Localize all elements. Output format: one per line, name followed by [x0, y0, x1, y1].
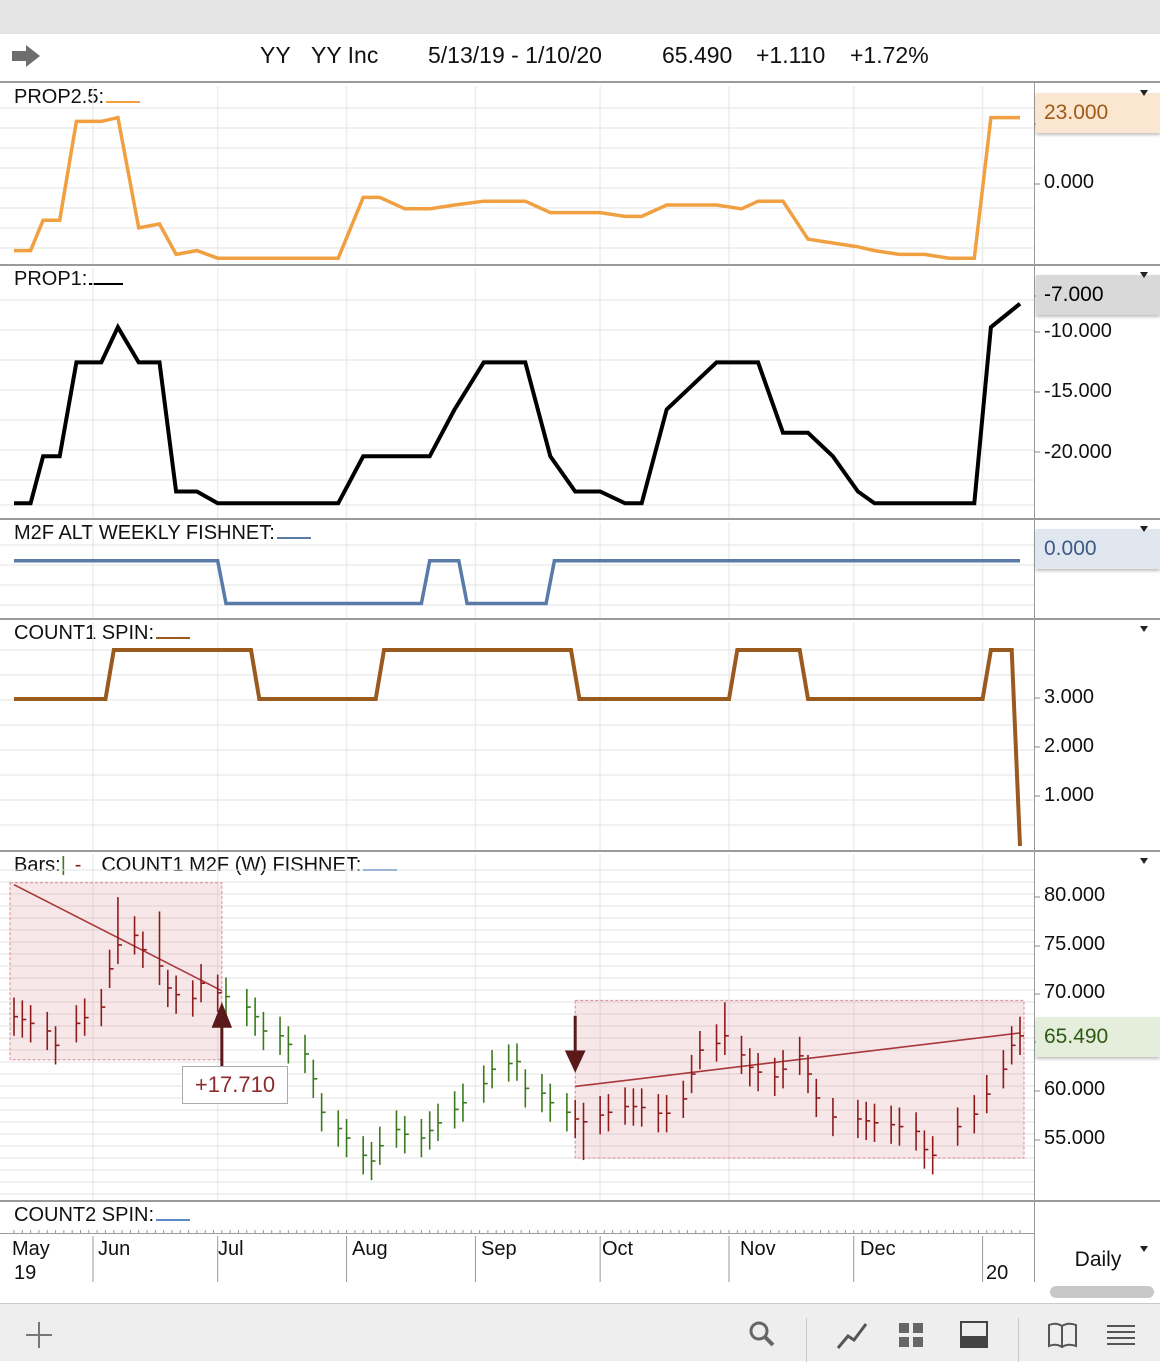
prop1-tick: -10.000 [1044, 320, 1112, 342]
period-selector[interactable]: Daily [1074, 1248, 1122, 1271]
grid-icon[interactable] [896, 1318, 930, 1352]
header-change: +1.110 [756, 42, 826, 68]
pane-menu-icon[interactable] [1140, 858, 1148, 864]
book-icon[interactable] [1046, 1318, 1080, 1352]
pane-prop1[interactable]: PROP1: [0, 266, 1160, 520]
prop25-last-value: 23.000 [1036, 93, 1160, 133]
sell-signal-arrow-icon [564, 1015, 586, 1073]
month-label: Jul [218, 1238, 244, 1260]
price-last-value: 65.490 [1036, 1017, 1160, 1057]
year-label: 20 [986, 1262, 1009, 1284]
list-icon[interactable] [1104, 1318, 1138, 1352]
month-label: Jun [98, 1238, 131, 1260]
m2f-alt-last-value: 0.000 [1036, 529, 1160, 569]
time-axis: May Jun Jul Aug Sep Oct Nov Dec 19 20 [0, 1233, 1034, 1284]
prop1-tick: -15.000 [1044, 380, 1112, 402]
move-annotation: +17.710 [182, 1066, 288, 1104]
pane-menu-icon[interactable] [1140, 526, 1148, 532]
chart-header: YY YY Inc 5/13/19 - 1/10/20 65.490 +1.11… [0, 34, 1160, 83]
pane-count2-spin[interactable]: COUNT2 SPIN: [0, 1202, 1160, 1232]
chart-line-icon[interactable] [836, 1318, 870, 1352]
price-tick: 60.000 [1044, 1078, 1106, 1100]
month-label: Aug [352, 1238, 388, 1260]
pane-prop25-label: PROP2.5: [14, 86, 141, 109]
arrow-right-icon[interactable] [10, 42, 44, 70]
prop1-last-value: -7.000 [1036, 275, 1160, 315]
pane-count2-spin-label: COUNT2 SPIN: [14, 1204, 191, 1227]
count1-spin-line [14, 648, 1022, 847]
pane-count1-spin[interactable]: COUNT1 SPIN: [0, 620, 1160, 852]
header-company: YY Inc [311, 42, 379, 68]
pane-price[interactable]: Bars:| - COUNT1 M2F (W) FISHNET: [0, 852, 1160, 1202]
fishnet-box [574, 999, 1025, 1159]
pane-m2f-alt-label: M2F ALT WEEKLY FISHNET: [14, 522, 311, 545]
year-label: 19 [14, 1262, 37, 1284]
horizontal-scrollbar[interactable] [1050, 1286, 1154, 1298]
pane-count1-spin-label: COUNT1 SPIN: [14, 622, 191, 645]
header-date-range: 5/13/19 - 1/10/20 [428, 42, 602, 68]
pane-menu-icon[interactable] [1140, 626, 1148, 632]
price-axis-separator [1034, 82, 1035, 1282]
panel-icon[interactable] [958, 1318, 992, 1352]
month-label: May [12, 1238, 50, 1260]
fishnet-box [9, 882, 223, 1061]
header-last-price: 65.490 [662, 42, 733, 68]
search-icon[interactable] [746, 1318, 780, 1352]
pane-prop1-label: PROP1: [14, 268, 124, 291]
price-tick: 80.000 [1044, 884, 1106, 906]
count1-spin-tick: 3.000 [1044, 686, 1095, 708]
toolbar-divider [1018, 1318, 1019, 1362]
month-label: Dec [860, 1238, 896, 1260]
prop25-line [14, 115, 1020, 260]
trend-line [575, 1032, 1021, 1088]
month-label: Sep [481, 1238, 517, 1260]
pane-menu-icon[interactable] [1140, 272, 1148, 278]
count1-spin-tick: 1.000 [1044, 784, 1095, 806]
pane-m2f-alt[interactable]: M2F ALT WEEKLY FISHNET: [0, 520, 1160, 620]
pane-menu-icon[interactable] [1140, 90, 1148, 96]
prop25-tick: 0.000 [1044, 171, 1095, 193]
toolbar-divider [806, 1318, 807, 1362]
month-label: Oct [602, 1238, 634, 1260]
header-change-pct: +1.72% [850, 42, 929, 68]
pane-prop25[interactable]: PROP2.5: [0, 84, 1160, 266]
bottom-toolbar [0, 1303, 1160, 1362]
prop1-tick: -20.000 [1044, 441, 1112, 463]
price-tick: 70.000 [1044, 981, 1106, 1003]
price-tick: 55.000 [1044, 1127, 1106, 1149]
plus-icon[interactable] [22, 1318, 56, 1352]
price-tick: 75.000 [1044, 933, 1106, 955]
count1-spin-tick: 2.000 [1044, 735, 1095, 757]
period-menu-icon[interactable] [1140, 1246, 1148, 1252]
m2f-alt-line [14, 559, 1020, 606]
header-symbol: YY [260, 42, 291, 68]
month-label: Nov [740, 1238, 776, 1260]
prop1-line [14, 302, 1022, 506]
